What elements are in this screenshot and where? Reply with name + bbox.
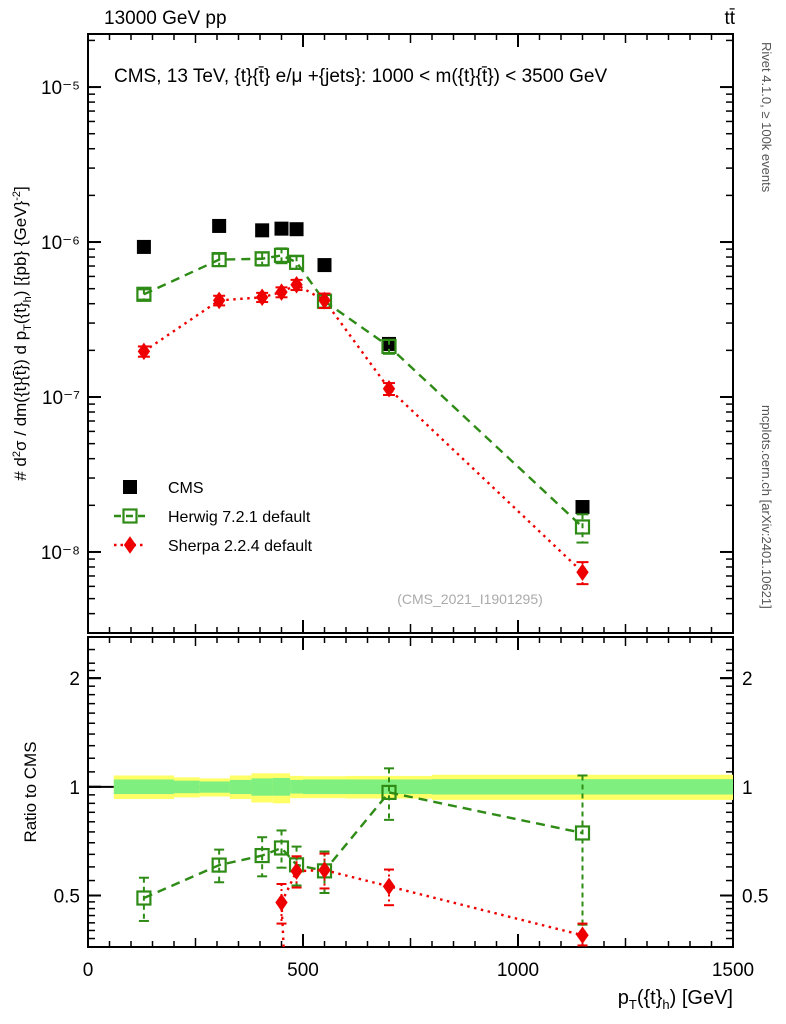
x-tick-label: 1000 xyxy=(497,960,539,981)
ratio-polyline xyxy=(143,791,583,900)
y-tick-label-ratio: 2 xyxy=(69,669,80,690)
marker-filled-square xyxy=(317,258,332,273)
marker-open-square xyxy=(254,847,270,864)
marker-filled-square xyxy=(274,221,289,236)
series-line-sherpa xyxy=(143,283,584,574)
x-tick-label: 1500 xyxy=(712,960,754,981)
series-points-herwig xyxy=(136,247,591,544)
marker-filled-diamond xyxy=(576,926,589,945)
marker-filled-diamond xyxy=(212,291,226,310)
band-inner-2 xyxy=(199,781,230,793)
y-tick-label-ratio: 1 xyxy=(69,778,80,799)
y-tick-label-main: 10⁻⁶ xyxy=(41,233,80,254)
marker-filled-square xyxy=(575,500,590,515)
marker-open-square xyxy=(254,251,270,267)
y-tick-label-ratio-right: 0.5 xyxy=(742,886,768,907)
rivet-version-label: Rivet 4.1.0, ≥ 100k events xyxy=(759,42,774,193)
ratio-panel: 2 2 1 1 0.5 0.5 0 500 1000 1500 Ratio to CMS xyxy=(21,636,768,981)
ratio-polyline xyxy=(280,868,583,937)
marker-filled-diamond xyxy=(382,877,396,896)
marker-open-square xyxy=(273,840,290,856)
marker-filled-diamond xyxy=(123,536,137,554)
ratio-series-sherpa-tail xyxy=(280,902,285,948)
marker-open-square xyxy=(381,338,397,355)
y-axis-label-ratio: Ratio to CMS xyxy=(21,741,40,842)
x-axis-label: pT({t}h) [GeV] xyxy=(618,987,733,1012)
marker-open-square xyxy=(381,784,397,801)
y-tick-label-ratio: 0.5 xyxy=(54,886,80,907)
band-inner-0 xyxy=(113,779,174,795)
y-tick-label-ratio-right: 1 xyxy=(742,778,753,799)
y-tick-label-main: 10⁻⁸ xyxy=(41,543,80,564)
marker-filled-diamond xyxy=(318,861,331,879)
marker-filled-diamond xyxy=(318,291,331,310)
band-inner-3 xyxy=(229,779,252,795)
y-tick-label-main: 10⁻⁵ xyxy=(41,78,80,99)
marker-filled-diamond xyxy=(290,862,303,880)
marker-filled-square xyxy=(136,239,151,254)
legend-label-0: CMS xyxy=(168,480,204,497)
marker-filled-square xyxy=(289,222,304,237)
ratio-series-sherpa xyxy=(275,852,589,947)
marker-filled-diamond xyxy=(137,342,151,361)
series-points-sherpa xyxy=(137,275,589,586)
y-tick-label-main: 10⁻⁷ xyxy=(42,388,80,409)
ratio-sherpa-riser xyxy=(280,902,285,948)
main-panel: 10⁻⁵ 10⁻⁶ 10⁻⁷ 10⁻⁸ xyxy=(41,33,734,634)
series-polyline xyxy=(143,283,584,574)
y-tick-label-ratio-right: 2 xyxy=(742,669,753,690)
marker-open-square xyxy=(288,254,305,270)
header-left-label: 13000 GeV pp xyxy=(104,8,227,29)
series-polyline xyxy=(143,254,584,528)
marker-filled-diamond xyxy=(275,283,288,301)
marker-filled-square xyxy=(212,218,227,233)
marker-open-square xyxy=(136,890,152,906)
marker-open-square xyxy=(574,825,591,841)
plot-title: CMS, 13 TeV, {t}{t̄} e/μ +{jets}: 1000 <… xyxy=(114,66,607,87)
x-axis-label-text: pT({t}h) [GeV] xyxy=(618,987,733,1012)
band-inner-6 xyxy=(290,779,303,794)
marker-filled-diamond xyxy=(255,288,269,307)
marker-filled-diamond xyxy=(576,563,589,582)
marker-filled-diamond xyxy=(275,893,288,912)
x-tick-label: 500 xyxy=(287,960,319,981)
marker-open-square xyxy=(122,508,138,524)
marker-open-square xyxy=(273,247,290,263)
band-inner-4 xyxy=(251,778,273,796)
mcplots-source-label: mcplots.cern.ch [arXiv:2401.10621] xyxy=(759,405,774,609)
marker-open-square xyxy=(211,857,227,873)
marker-filled-square xyxy=(255,223,270,238)
marker-filled-diamond xyxy=(382,380,396,398)
analysis-watermark: (CMS_2021_I1901295) xyxy=(397,591,543,607)
legend-label-1: Herwig 7.2.1 default xyxy=(168,509,311,526)
series-line-herwig xyxy=(143,254,584,528)
legend: CMS Herwig 7.2.1 default Sherpa 2.2.4 defa… xyxy=(114,480,313,555)
marker-open-square xyxy=(211,252,227,268)
marker-filled-diamond xyxy=(290,275,303,294)
marker-open-square xyxy=(136,286,152,302)
band-inner-1 xyxy=(174,780,200,794)
band-inner-7 xyxy=(303,779,346,795)
band-inner-5 xyxy=(272,777,291,796)
header-right-label: tt̄ xyxy=(724,8,735,29)
marker-filled-square xyxy=(123,480,137,494)
y-axis-label-main-text: # d2σ / dm({t}{t̄}) d pT({t}h) [{pb} {Ge… xyxy=(11,186,34,481)
y-axis-label-main: # d2σ / dm({t}{t̄}) d pT({t}h) [{pb} {Ge… xyxy=(11,186,34,481)
x-tick-label: 0 xyxy=(83,960,94,981)
legend-label-2: Sherpa 2.2.4 default xyxy=(168,538,313,555)
marker-open-square xyxy=(574,519,591,535)
